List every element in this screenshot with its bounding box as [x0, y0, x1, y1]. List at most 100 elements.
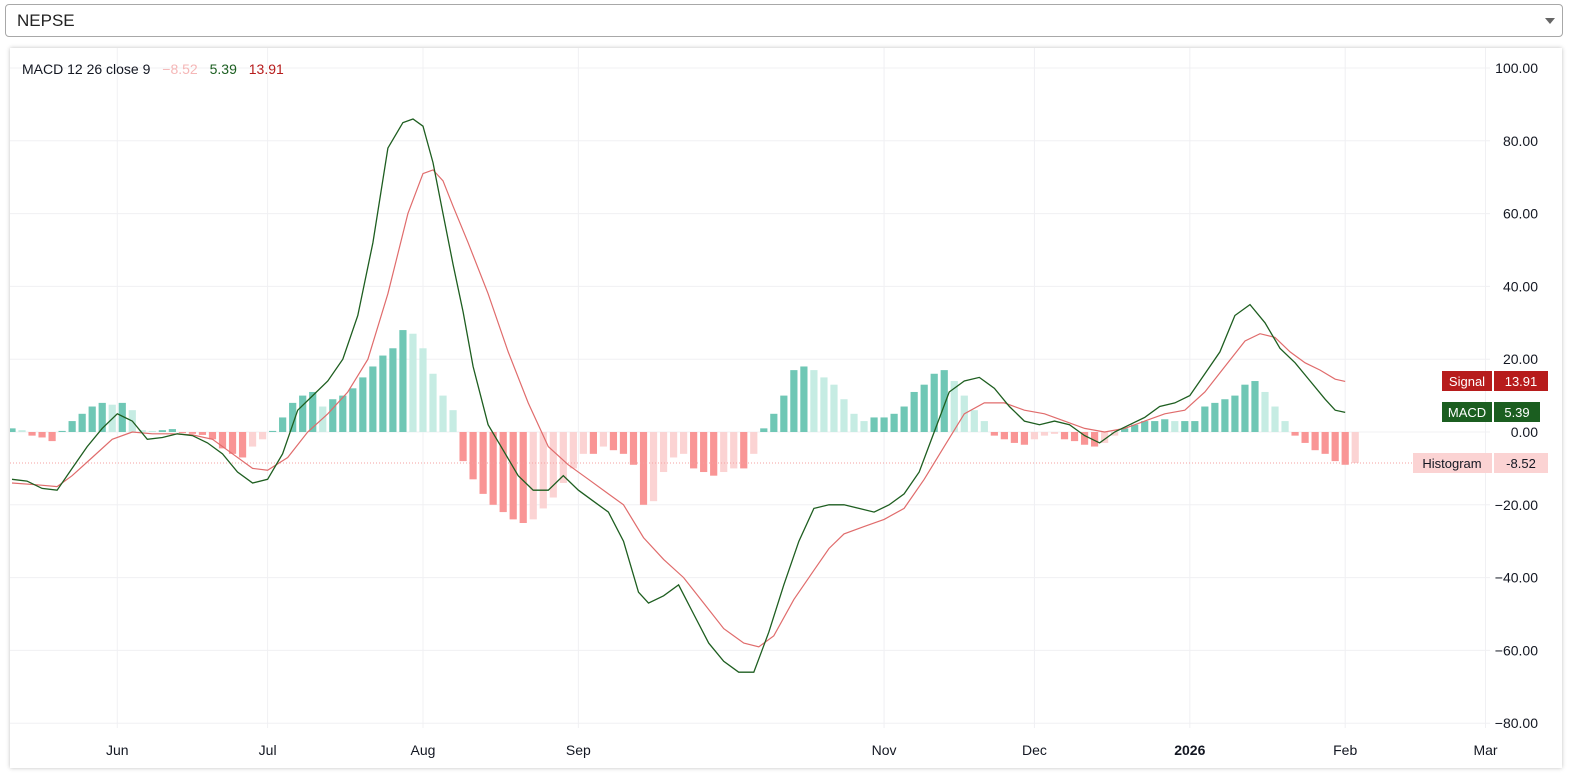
x-tick-label: Dec [1022, 742, 1047, 758]
histogram-bar [319, 406, 327, 432]
y-tick-label: 60.00 [1503, 206, 1538, 222]
histogram-bar [900, 406, 908, 432]
histogram-price-label: Histogram -8.52 [1413, 453, 1548, 473]
y-tick-label: 40.00 [1503, 278, 1538, 294]
histogram-bar [1251, 381, 1259, 432]
histogram-bar [840, 399, 848, 432]
histogram-bar [1121, 428, 1129, 432]
y-axis: 100.00 80.00 60.00 40.00 20.00 0.00 −20.00 −40.… [1495, 60, 1538, 731]
histogram-bar [589, 432, 597, 454]
x-tick-label: Jul [259, 742, 277, 758]
histogram-bar [1080, 432, 1089, 445]
histogram-bar [820, 377, 828, 432]
histogram-bar [58, 430, 66, 432]
histogram-bar [1000, 432, 1008, 440]
histogram-bar [950, 381, 958, 432]
histogram-label-name-bg [1413, 453, 1492, 473]
histogram-bar [409, 333, 417, 432]
grid-lines [10, 48, 1490, 728]
y-tick-label: 80.00 [1503, 133, 1538, 149]
x-tick-label: Sep [566, 742, 591, 758]
y-tick-label: −20.00 [1495, 497, 1538, 513]
histogram-bar [1030, 432, 1039, 440]
histogram-bar [168, 429, 176, 432]
signal-label-name: Signal [1449, 374, 1485, 389]
histogram-bar [299, 395, 307, 432]
histogram-bar [970, 410, 978, 432]
histogram-bar [770, 413, 778, 432]
histogram-bar [740, 432, 748, 469]
histogram-bar [780, 395, 788, 432]
histogram-bar [1050, 432, 1059, 434]
macd-label-value-bg [1494, 402, 1540, 422]
histogram-bar [1101, 432, 1109, 443]
histogram-bar [1171, 421, 1179, 432]
histogram-bar [369, 366, 377, 432]
chevron-down-icon [1545, 18, 1555, 24]
histogram-bar [810, 370, 818, 432]
histogram-bar [18, 430, 26, 432]
y-tick-label: 0.00 [1511, 424, 1538, 440]
macd-chart[interactable]: 100.00 80.00 60.00 40.00 20.00 0.00 −20.00 −40.… [8, 48, 1562, 768]
histogram-bar [68, 421, 76, 432]
histogram-bar [28, 432, 36, 436]
histogram-bar [188, 432, 197, 434]
histogram-bar [118, 402, 126, 432]
histogram-bar [730, 432, 738, 469]
symbol-select-value: NEPSE [17, 11, 75, 30]
histogram-bar [479, 432, 487, 494]
histogram-bar [619, 432, 628, 454]
histogram-bar [1060, 432, 1069, 440]
histogram-bar [790, 370, 798, 432]
legend-signal-value: 13.91 [249, 61, 284, 77]
histogram-bar [158, 430, 166, 432]
histogram-bar [940, 370, 948, 432]
histogram-bar [1301, 432, 1309, 443]
histogram-bar [710, 432, 718, 476]
macd-price-label: MACD 5.39 [1442, 402, 1540, 422]
histogram-bar [1211, 402, 1219, 432]
histogram-bar [930, 373, 938, 432]
histogram-bar [359, 377, 367, 432]
histogram-bar [1161, 419, 1169, 432]
x-tick-label: Mar [1473, 742, 1497, 758]
histogram-bar [1311, 432, 1319, 451]
histogram-bar [830, 384, 838, 432]
y-tick-label: −80.00 [1495, 715, 1538, 731]
histogram-bar [990, 432, 998, 436]
histogram-bar [339, 395, 347, 432]
macd-line [11, 118, 1346, 673]
histogram-bar [539, 432, 547, 509]
legend-macd-value: 5.39 [210, 61, 237, 77]
symbol-select[interactable]: NEPSE [5, 4, 1563, 37]
histogram-bar [208, 432, 217, 440]
signal-label-value-bg [1494, 371, 1548, 391]
histogram-bar [1271, 406, 1279, 432]
histogram-bar [569, 432, 577, 469]
histogram-bar [499, 432, 507, 513]
x-axis: Jun Jul Aug Sep Nov Dec 2026 Feb Mar [106, 742, 1498, 758]
histogram-bar [78, 413, 86, 432]
y-tick-label: −60.00 [1495, 642, 1538, 658]
histogram-bar [1040, 432, 1049, 436]
histogram-bar [1191, 421, 1199, 432]
histogram-bar [1231, 395, 1239, 432]
histogram-bar [1321, 432, 1329, 454]
histogram-bar [88, 406, 96, 432]
x-tick-label: Feb [1333, 742, 1357, 758]
histogram-bar [629, 432, 638, 465]
histogram-bar [1221, 399, 1229, 432]
histogram-bar [269, 430, 277, 432]
histogram-bar [519, 432, 527, 523]
macd-chart-panel[interactable]: 100.00 80.00 60.00 40.00 20.00 0.00 −20.00 −40.… [8, 48, 1562, 768]
legend-label: MACD 12 26 close 9 [22, 61, 151, 77]
histogram-bar [509, 432, 517, 520]
histogram-label-value-bg [1494, 453, 1548, 473]
x-tick-label: 2026 [1174, 742, 1205, 758]
histogram-bar [880, 417, 888, 432]
y-tick-label: 20.00 [1503, 351, 1538, 367]
histogram-bar [138, 430, 146, 432]
histogram-bar [178, 432, 187, 434]
histogram-bar [238, 432, 247, 458]
macd-label-name: MACD [1448, 405, 1486, 420]
